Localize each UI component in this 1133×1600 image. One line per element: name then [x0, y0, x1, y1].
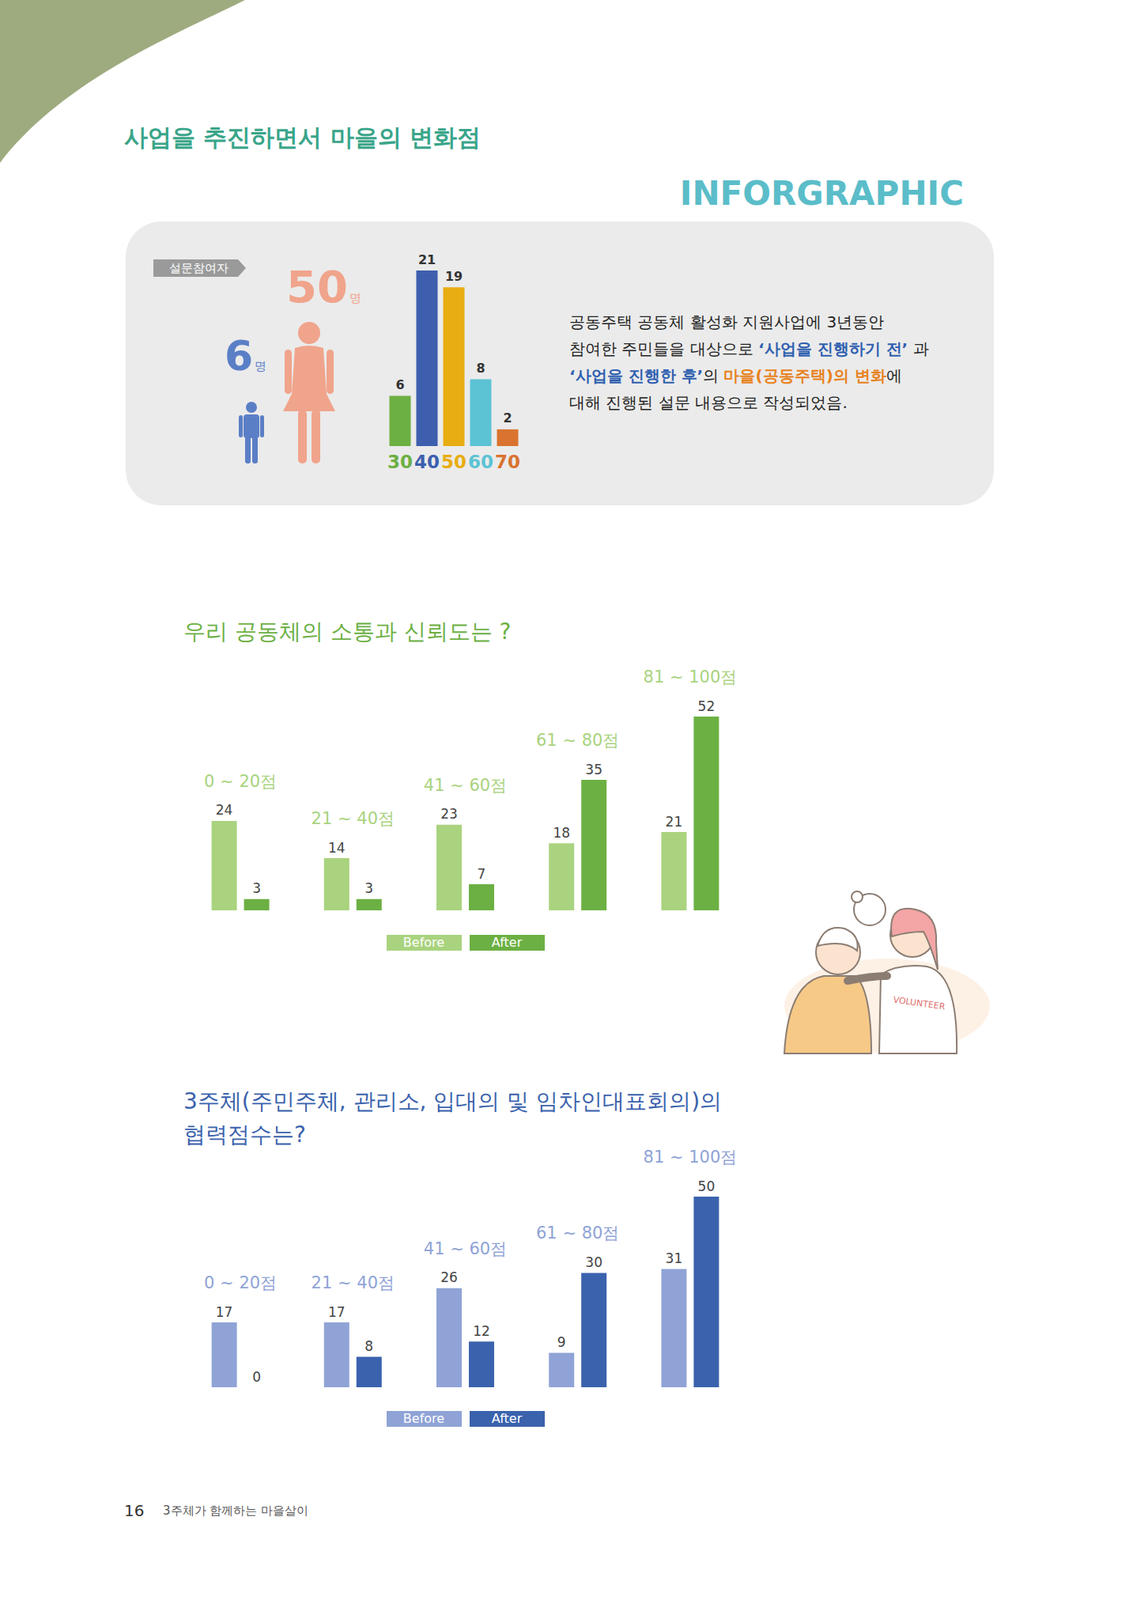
html-text:Before: Before — [403, 1410, 445, 1426]
svg-text:52: 52 — [698, 698, 716, 714]
html-text:우리 공동체의 소통과 신뢰도는 ?: 우리 공동체의 소통과 신뢰도는 ? — [183, 618, 512, 645]
svg-text:12: 12 — [472, 1322, 491, 1339]
svg-text:21 ~ 40점: 21 ~ 40점 — [311, 1272, 395, 1292]
svg-text:30: 30 — [387, 451, 413, 473]
html-text:명: 명 — [254, 358, 267, 374]
html-text:After: After — [491, 1410, 522, 1426]
svg-text:8: 8 — [475, 360, 485, 376]
svg-text:14: 14 — [328, 839, 346, 856]
svg-text:81 ~ 100점: 81 ~ 100점 — [643, 1147, 738, 1167]
svg-text:3: 3 — [252, 879, 261, 896]
svg-text:60: 60 — [468, 451, 494, 473]
svg-text:2: 2 — [502, 410, 512, 426]
svg-text:26: 26 — [440, 1268, 458, 1285]
svg-text:81 ~ 100점: 81 ~ 100점 — [643, 667, 738, 687]
svg-text:21 ~ 40점: 21 ~ 40점 — [311, 808, 395, 828]
html-text:‘사업을 진행한 후’의마을(공동주택)의 변화에 대해 진: ‘사업을 진행한 후’의마을(공동주택)의 변화에 대해 진행된 설문 내용으로… — [569, 366, 902, 412]
svg-text:23: 23 — [440, 805, 458, 822]
html-text:After: After — [491, 934, 522, 950]
svg-text:VOLUNTEER: VOLUNTEER — [892, 993, 947, 1012]
svg-text:24: 24 — [215, 801, 234, 818]
svg-text:50: 50 — [441, 451, 467, 473]
svg-text:0 ~ 20점: 0 ~ 20점 — [203, 771, 277, 791]
html-text:6: 6 — [224, 332, 254, 380]
svg-text:41 ~ 60점: 41 ~ 60점 — [423, 775, 507, 795]
html-text:INFORGRAPHIC: INFORGRAPHIC — [679, 173, 964, 213]
svg-text:17: 17 — [328, 1303, 346, 1320]
svg-text:0 ~ 20점: 0 ~ 20점 — [203, 1272, 277, 1292]
svg-text:7: 7 — [477, 865, 487, 882]
html-text:공동주택 공동체 활성화 지원사업에 3년동안 참여한 주민: 공동주택 공동체 활성화 지원사업에 3년동안 참여한 주민들을 대상으로‘사업… — [569, 312, 929, 359]
svg-text:0: 0 — [252, 1368, 261, 1385]
html-text:사업을 추진하면서 마을의 변화점: 사업을 추진하면서 마을의 변화점 — [124, 123, 481, 152]
svg-text:35: 35 — [585, 761, 603, 778]
svg-text:61 ~ 80점: 61 ~ 80점 — [536, 730, 620, 750]
svg-text:17: 17 — [215, 1303, 234, 1320]
html-text:Before: Before — [403, 934, 445, 950]
svg-text:21: 21 — [665, 813, 684, 830]
svg-text:3: 3 — [364, 879, 374, 896]
svg-text:30: 30 — [585, 1253, 603, 1270]
svg-text:9: 9 — [557, 1333, 567, 1350]
svg-text:21: 21 — [418, 252, 436, 268]
html-text:16: 16 — [124, 1500, 145, 1520]
html-text:3주체(주민주체, 관리소, 입대의 및 임차인대표회의)의: 3주체(주민주체, 관리소, 입대의 및 임차인대표회의)의 협력점수는? — [183, 1087, 722, 1148]
html-text:3주체가 함께하는 마을살이: 3주체가 함께하는 마을살이 — [162, 1503, 309, 1518]
svg-text:41 ~ 60점: 41 ~ 60점 — [423, 1238, 507, 1258]
svg-text:50: 50 — [698, 1178, 716, 1194]
svg-text:18: 18 — [552, 824, 571, 841]
html-text:50: 50 — [286, 260, 348, 313]
html-text:명: 명 — [349, 290, 362, 306]
svg-text:31: 31 — [665, 1250, 684, 1266]
svg-text:8: 8 — [364, 1337, 374, 1354]
svg-text:6: 6 — [395, 377, 405, 393]
svg-text:19: 19 — [445, 268, 463, 284]
html-text:설문참여자: 설문참여자 — [169, 260, 229, 276]
svg-text:61 ~ 80점: 61 ~ 80점 — [536, 1223, 620, 1243]
svg-text:40: 40 — [414, 451, 440, 473]
svg-text:70: 70 — [494, 451, 521, 473]
